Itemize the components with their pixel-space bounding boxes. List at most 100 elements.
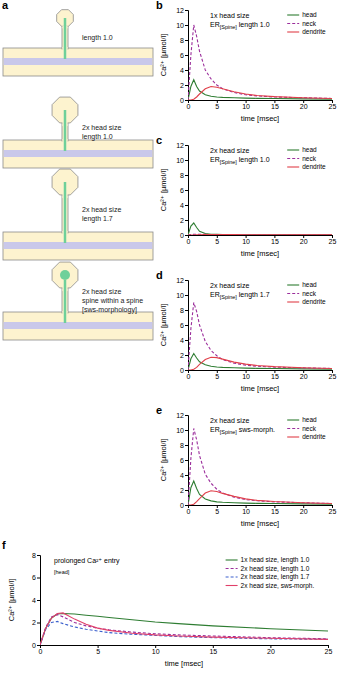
tick-mark — [185, 70, 188, 71]
legend-label: neck — [302, 20, 316, 27]
tick-label: 10 — [152, 648, 160, 655]
figure: abcdeflength 1.02x head sizelength 1.02x… — [0, 0, 338, 685]
legend-label: neck — [302, 425, 316, 432]
tick-label: 8 — [180, 37, 184, 44]
spine-label: length 1.0 — [82, 133, 113, 141]
tick-label: 25 — [329, 103, 337, 110]
tick: 10 — [242, 505, 250, 515]
tick-label: 5 — [215, 103, 219, 110]
legend-label: head — [302, 416, 317, 423]
tick: 0 — [39, 645, 43, 655]
chart: 051015202502468time [msec]Ca²⁺ [µmol/l]p… — [7, 552, 332, 668]
tick-mark — [185, 370, 188, 371]
tick-label: 5 — [215, 238, 219, 245]
tick: 15 — [271, 100, 279, 110]
tick-label: 2 — [180, 82, 184, 89]
tick-mark — [185, 235, 188, 236]
panel-label: b — [156, 0, 163, 11]
y-axis-title: Ca²⁺ [µmol/l] — [7, 579, 16, 621]
tick-mark — [185, 355, 188, 356]
series-line — [188, 303, 332, 371]
tick-mark — [185, 340, 188, 341]
chart-subtitle: ER[Spine] sws-morph. — [210, 426, 275, 435]
tick-label: 4 — [180, 67, 184, 74]
y-axis: 024681012 — [176, 412, 188, 509]
tick-label: 5 — [215, 508, 219, 515]
tick: 4 — [180, 472, 188, 479]
y-axis-title: Ca²⁺ [µmol/l] — [159, 34, 168, 76]
tick-label: 0 — [39, 648, 43, 655]
tick-label: 6 — [180, 187, 184, 194]
tick-label: 8 — [32, 552, 36, 559]
tick-label: 2 — [180, 217, 184, 224]
tick: 25 — [329, 370, 337, 380]
chart-title: prolonged Ca²⁺ entry — [54, 557, 120, 565]
spine-label: length 1.7 — [82, 215, 113, 223]
panel-label: f — [2, 539, 6, 551]
tick: 25 — [329, 505, 337, 515]
tick-mark — [185, 25, 188, 26]
tick-mark — [185, 460, 188, 461]
tick-label: 0 — [32, 642, 36, 649]
tick-mark — [185, 490, 188, 491]
chart-subtitle: ER[Spine] length 1.0 — [210, 156, 270, 165]
tick-mark — [185, 445, 188, 446]
legend-swatch — [226, 585, 238, 586]
tick-mark — [185, 415, 188, 416]
tick: 15 — [271, 505, 279, 515]
x-axis-title: time [msec] — [241, 519, 279, 528]
tick-label: 12 — [176, 7, 184, 14]
chart-subtitle: ER[Spine] length 1.0 — [210, 21, 270, 30]
legend-label: 2x head size, length 1.0 — [241, 565, 310, 573]
tick: 2 — [180, 487, 188, 494]
tick: 0 — [180, 367, 188, 374]
tick-mark — [185, 100, 188, 101]
tick: 12 — [176, 412, 188, 419]
legend-swatch — [287, 31, 299, 32]
tick: 12 — [176, 142, 188, 149]
tick: 10 — [176, 427, 188, 434]
series-line — [188, 87, 332, 101]
x-axis-title: time [msec] — [241, 249, 279, 258]
legend-swatch — [287, 301, 299, 302]
chart: 0510152025024681012time [msec]Ca²⁺ [µmol… — [159, 142, 336, 258]
series-line — [188, 354, 332, 371]
series-line — [188, 25, 332, 100]
tick-label: 20 — [300, 508, 308, 515]
tick-mark — [185, 55, 188, 56]
legend-label: dendrite — [302, 163, 326, 170]
tick-label: 8 — [180, 442, 184, 449]
series-line — [40, 614, 328, 646]
tick: 12 — [176, 277, 188, 284]
tick-label: 25 — [329, 508, 337, 515]
tick-mark — [185, 175, 188, 176]
plot-area — [40, 613, 328, 645]
chart: 0510152025024681012time [msec]Ca²⁺ [µmol… — [159, 412, 336, 528]
spine-label: 2x head size — [82, 288, 121, 295]
x-axis-title: time [msec] — [241, 114, 279, 123]
spine-er — [64, 182, 67, 243]
tick-label: 4 — [180, 337, 184, 344]
spine-label: [sws-morphology] — [82, 306, 137, 314]
tick: 10 — [152, 645, 160, 655]
tick-label: 10 — [242, 238, 250, 245]
dendrite-er — [4, 322, 153, 329]
tick-label: 8 — [180, 307, 184, 314]
tick: 0 — [187, 235, 191, 245]
tick: 10 — [176, 292, 188, 299]
tick-label: 10 — [176, 292, 184, 299]
spine-label: spine within a spine — [82, 297, 143, 305]
tick: 5 — [215, 235, 219, 245]
legend-label: head — [302, 146, 317, 153]
spine-label: length 1.0 — [82, 34, 113, 42]
series-line — [188, 357, 332, 370]
series-line — [188, 80, 332, 100]
plot-area — [188, 303, 332, 371]
tick: 10 — [176, 22, 188, 29]
tick-mark — [185, 205, 188, 206]
axis-line — [185, 146, 189, 236]
tick: 0 — [180, 232, 188, 239]
dendrite — [3, 232, 153, 260]
series-line — [40, 615, 328, 645]
series-line — [188, 234, 332, 235]
